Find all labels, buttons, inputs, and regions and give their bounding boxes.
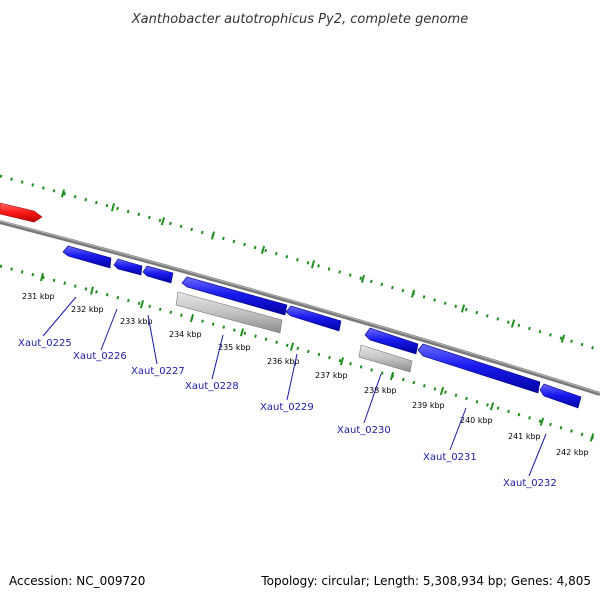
gene-arrow-xaut-0230[interactable] xyxy=(364,327,419,355)
kbp-label: 232 kbp xyxy=(71,305,104,314)
major-tick xyxy=(460,304,466,313)
major-tick xyxy=(589,433,595,442)
kbp-label: 240 kbp xyxy=(460,416,493,425)
gene-arrow-xaut-0225[interactable] xyxy=(62,245,112,269)
gene-label-xaut-0227[interactable]: Xaut_0227 xyxy=(131,366,185,377)
major-tick xyxy=(410,289,416,298)
gene-arrow-xaut-0231[interactable] xyxy=(417,343,541,394)
gene-label-leaders xyxy=(42,296,547,477)
kbp-label: 236 kbp xyxy=(267,357,300,366)
outer-tick-ring xyxy=(0,174,600,352)
genome-backbone xyxy=(0,220,600,396)
major-tick xyxy=(90,286,94,295)
inner-major-ticks xyxy=(40,273,595,442)
topology-text: Topology: circular; Length: 5,308,934 bp… xyxy=(260,574,591,588)
gene-label-xaut-0226[interactable]: Xaut_0226 xyxy=(73,351,127,362)
gene-arrow-xaut-0229-part2[interactable] xyxy=(285,305,342,332)
gene-arrow-xaut-0227[interactable] xyxy=(142,265,174,284)
major-tick xyxy=(189,314,195,323)
major-tick xyxy=(489,402,495,411)
accession-text: Accession: NC_009720 xyxy=(9,574,145,588)
major-tick xyxy=(260,245,266,254)
kbp-label: 238 kbp xyxy=(364,386,397,395)
major-tick xyxy=(310,260,316,269)
pseudo-gene-xaut-0230[interactable] xyxy=(358,344,413,373)
kbp-label: 241 kbp xyxy=(508,432,541,441)
map-title: Xanthobacter autotrophicus Py2, complete… xyxy=(131,12,468,27)
pseudo-gene-xaut-0228[interactable] xyxy=(175,291,283,334)
gene-label-xaut-0230[interactable]: Xaut_0230 xyxy=(337,425,391,436)
major-tick xyxy=(40,273,44,282)
major-tick xyxy=(110,203,116,212)
forward-gene-arrow[interactable] xyxy=(0,202,43,223)
gene-label-xaut-0225[interactable]: Xaut_0225 xyxy=(18,338,72,349)
kbp-label: 235 kbp xyxy=(218,343,251,352)
major-tick xyxy=(139,300,145,309)
outer-major-ticks xyxy=(60,189,566,343)
kbp-label: 233 kbp xyxy=(120,317,153,326)
kbp-label: 234 kbp xyxy=(169,330,202,339)
gene-arrow-xaut-0229-part1[interactable] xyxy=(181,276,288,316)
major-tick xyxy=(160,217,166,226)
major-tick xyxy=(289,342,295,351)
kbp-label: 237 kbp xyxy=(315,371,348,380)
gene-label-xaut-0229[interactable]: Xaut_0229 xyxy=(260,402,314,413)
gene-arrow-xaut-0226[interactable] xyxy=(113,258,143,276)
gene-label-xaut-0231[interactable]: Xaut_0231 xyxy=(423,452,477,463)
kbp-label: 242 kbp xyxy=(556,448,589,457)
major-tick xyxy=(539,417,545,426)
major-tick xyxy=(239,328,245,337)
kbp-label: 239 kbp xyxy=(412,401,445,410)
major-tick xyxy=(360,274,366,283)
major-tick xyxy=(560,334,566,343)
kbp-label: 231 kbp xyxy=(22,292,55,301)
major-tick xyxy=(439,386,445,396)
major-tick xyxy=(339,357,345,366)
major-tick xyxy=(210,231,216,240)
gene-label-xaut-0228[interactable]: Xaut_0228 xyxy=(185,381,239,392)
major-tick xyxy=(389,371,395,381)
major-tick xyxy=(510,319,516,328)
gene-arrow-xaut-0232[interactable] xyxy=(539,383,582,409)
major-tick xyxy=(60,189,66,198)
gene-label-xaut-0232[interactable]: Xaut_0232 xyxy=(503,478,557,489)
backbone-highlight xyxy=(0,220,600,394)
